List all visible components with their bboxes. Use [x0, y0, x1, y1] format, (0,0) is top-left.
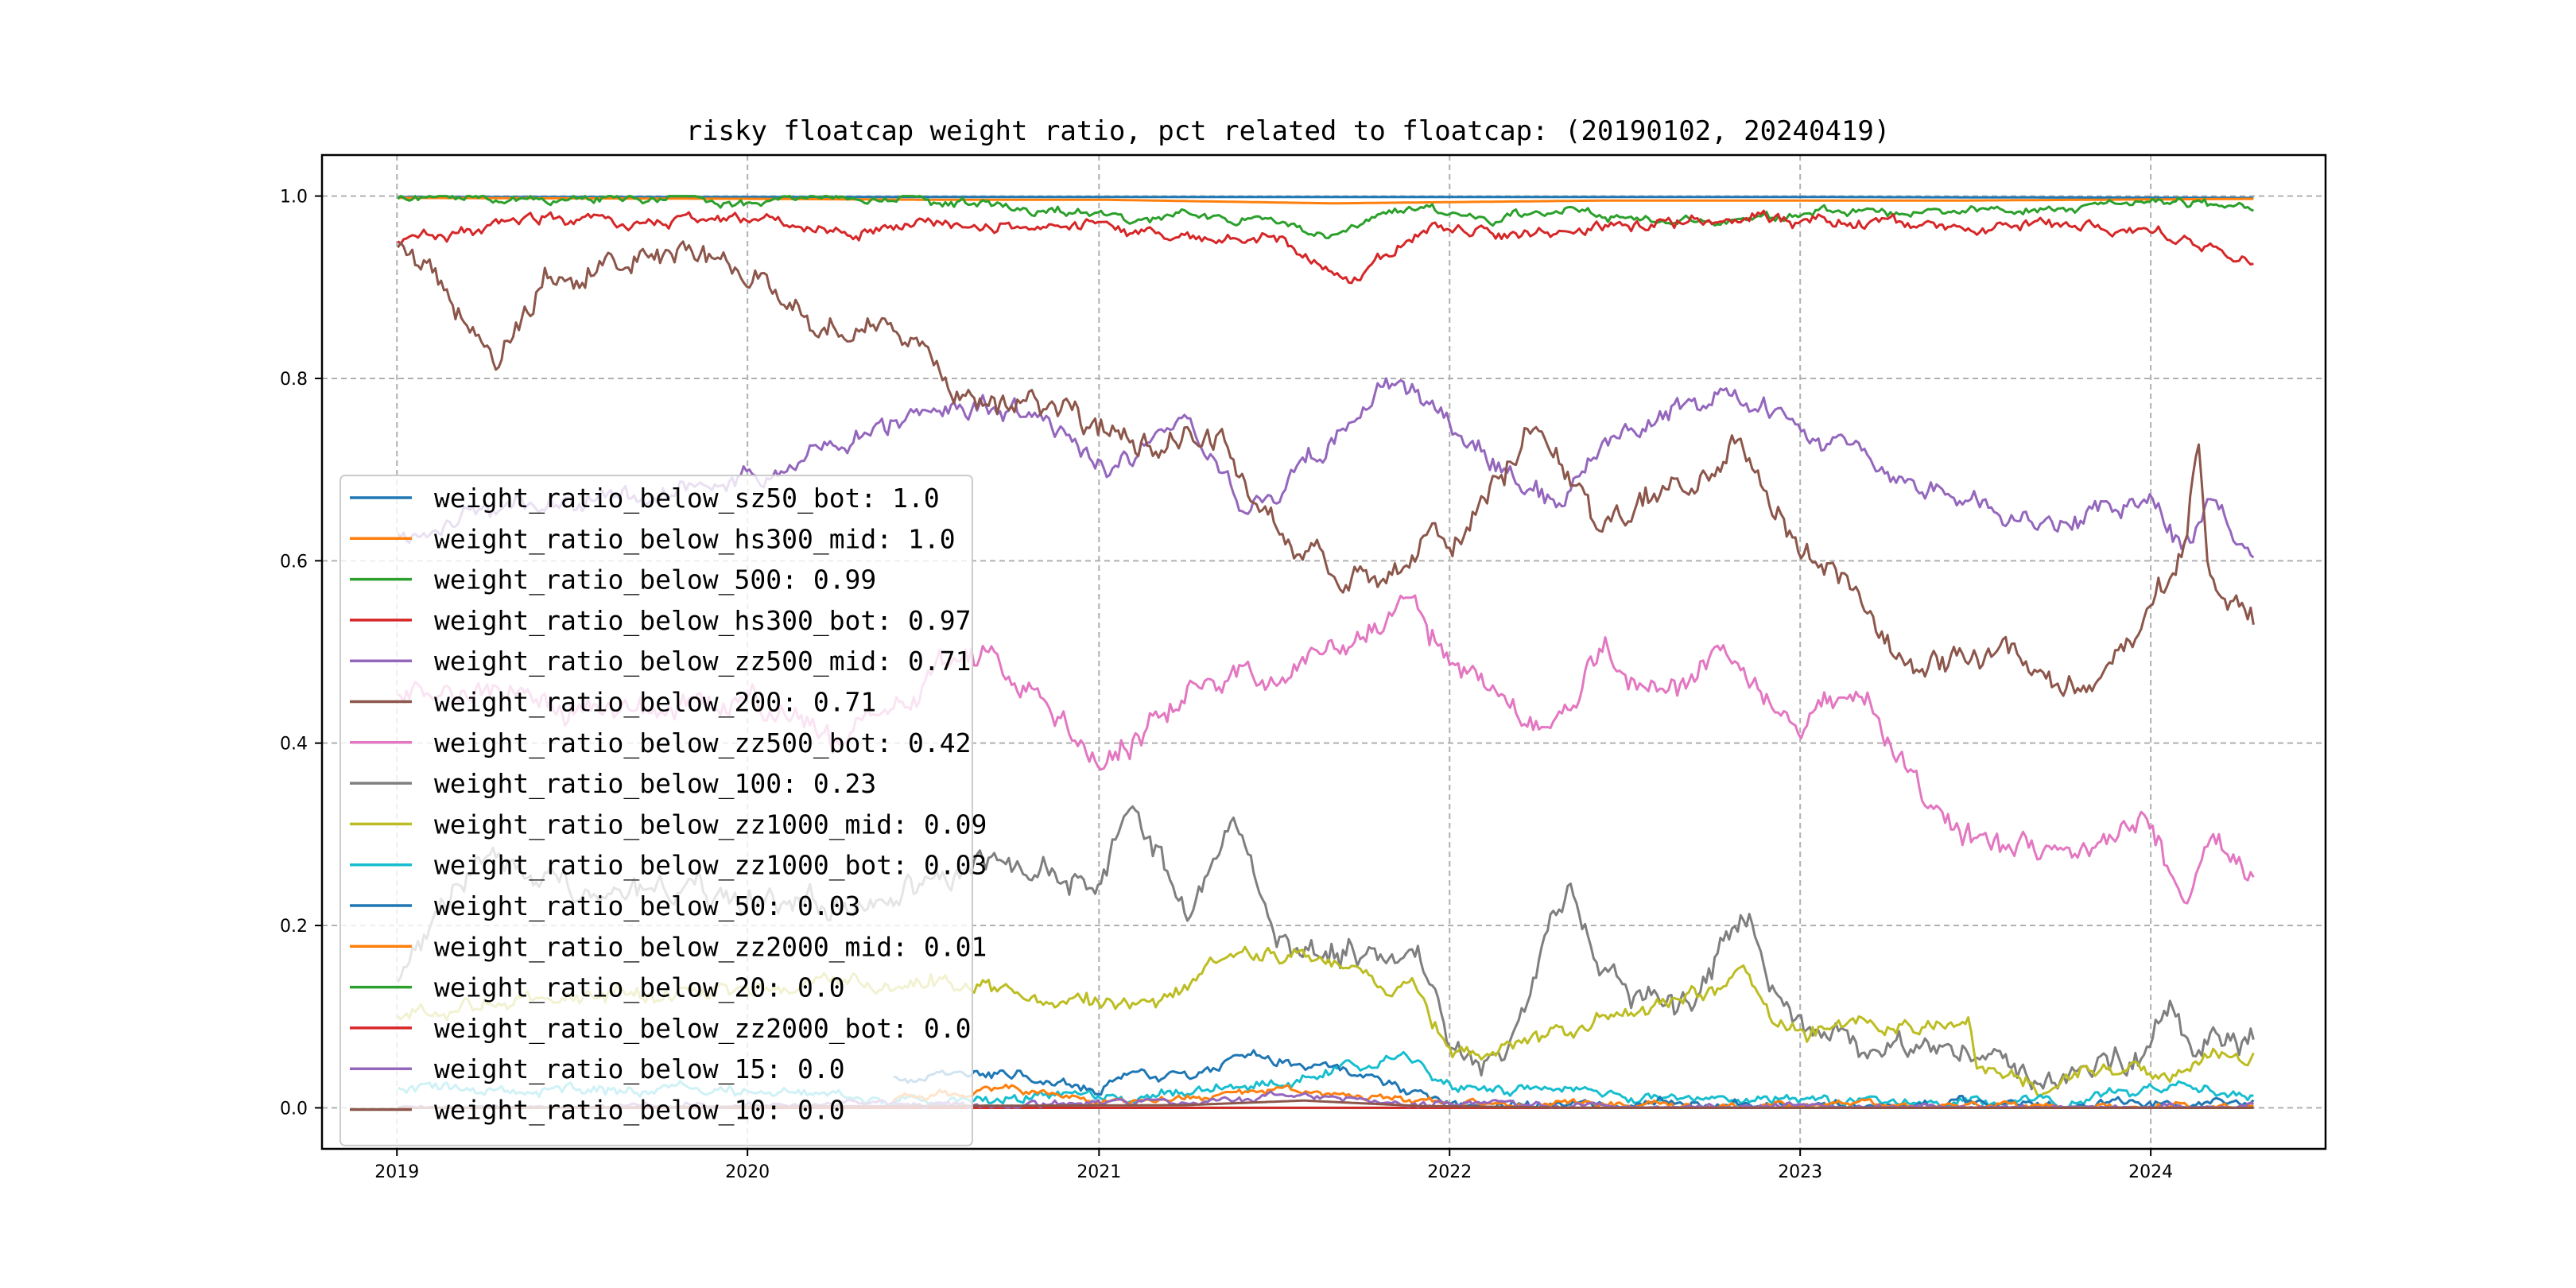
y-tick-label: 0.0 [280, 1099, 308, 1119]
x-tick-label: 2024 [2128, 1162, 2173, 1182]
x-tick-label: 2022 [1427, 1162, 1472, 1182]
axis-ticks: 2019 2020 2021 2022 2023 2024 0.0 0.2 0.4 0.6 0.8 1… [280, 188, 2173, 1182]
x-tick-label: 2020 [725, 1162, 770, 1182]
legend-label-weight_ratio_below_200: weight_ratio_below_200: 0.71 [434, 687, 876, 719]
series-line-weight_ratio_below_sz50_bot [398, 196, 2254, 200]
series-line-weight_ratio_below_hs300_mid [398, 196, 2254, 205]
y-tick-label: 1.0 [280, 188, 308, 208]
y-tick-label: 0.6 [280, 552, 308, 572]
x-tick-label: 2021 [1077, 1162, 1121, 1182]
legend-label-weight_ratio_below_15: weight_ratio_below_15: 0.0 [434, 1053, 845, 1085]
legend-label-weight_ratio_below_hs300_bot: weight_ratio_below_hs300_bot: 0.97 [434, 605, 972, 637]
y-tick-label: 0.2 [280, 917, 308, 937]
chart-title: risky floatcap weight ratio, pct related… [686, 115, 1891, 147]
legend-label-weight_ratio_below_sz50_bot: weight_ratio_below_sz50_bot: 1.0 [434, 483, 940, 514]
x-tick-label: 2023 [1778, 1162, 1822, 1182]
series-line-weight_ratio_below_500 [397, 195, 2255, 239]
series-line-weight_ratio_below_hs300_bot [397, 209, 2254, 285]
legend-label-weight_ratio_below_zz500_mid: weight_ratio_below_zz500_mid: 0.71 [434, 646, 972, 677]
plot-frame [320, 153, 2327, 1150]
series-line-weight_ratio_below_50 [893, 1049, 2255, 1109]
legend-box [339, 475, 973, 1146]
legend-label-weight_ratio_below_50: weight_ratio_below_50: 0.03 [434, 890, 860, 922]
legend-label-weight_ratio_below_100: weight_ratio_below_100: 0.23 [434, 768, 876, 800]
legend-label-weight_ratio_below_zz500_bot: weight_ratio_below_zz500_bot: 0.42 [434, 727, 972, 759]
y-tick-label: 0.4 [280, 735, 308, 755]
series-line-weight_ratio_below_200 [397, 240, 2255, 697]
legend-label-weight_ratio_below_zz1000_bot: weight_ratio_below_zz1000_bot: 0.03 [434, 850, 987, 882]
legend-label-weight_ratio_below_zz2000_bot: weight_ratio_below_zz2000_bot: 0.0 [434, 1013, 972, 1045]
x-tick-label: 2019 [374, 1162, 419, 1182]
y-tick-label: 0.8 [280, 370, 308, 390]
legend-label-weight_ratio_below_zz1000_mid: weight_ratio_below_zz1000_mid: 0.09 [434, 809, 987, 840]
legend-label-weight_ratio_below_20: weight_ratio_below_20: 0.0 [434, 972, 845, 1004]
legend: weight_ratio_below_sz50_bot: 1.0 weight_r… [339, 475, 987, 1146]
legend-label-weight_ratio_below_10: weight_ratio_below_10: 0.0 [434, 1095, 845, 1127]
legend-label-weight_ratio_below_500: weight_ratio_below_500: 0.99 [434, 564, 876, 596]
legend-label-weight_ratio_below_zz2000_mid: weight_ratio_below_zz2000_mid: 0.01 [434, 931, 987, 963]
legend-label-weight_ratio_below_hs300_mid: weight_ratio_below_hs300_mid: 1.0 [434, 523, 956, 555]
